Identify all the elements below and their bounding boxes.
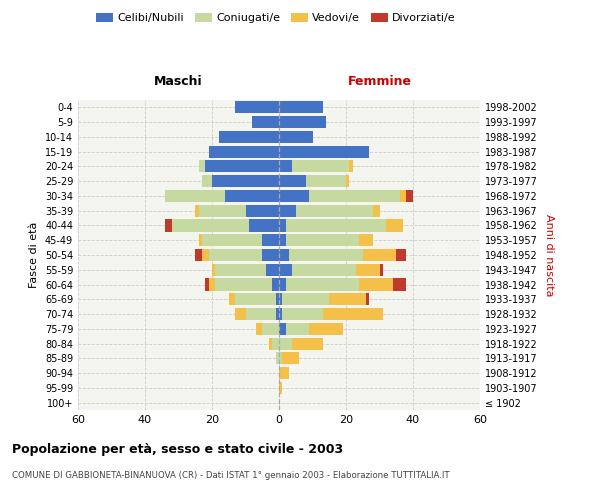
Bar — [212, 264, 215, 276]
Bar — [165, 220, 172, 232]
Bar — [269, 338, 272, 349]
Bar — [359, 234, 373, 246]
Bar — [165, 190, 226, 202]
Bar — [279, 160, 292, 172]
Bar — [279, 249, 289, 261]
Bar — [283, 308, 323, 320]
Bar — [279, 146, 370, 158]
Text: Femmine: Femmine — [347, 75, 412, 88]
Bar — [252, 116, 279, 128]
Bar — [279, 323, 286, 335]
Bar — [286, 323, 309, 335]
Bar — [256, 323, 262, 335]
Text: COMUNE DI GABBIONETA-BINANUOVA (CR) - Dati ISTAT 1° gennaio 2003 - Elaborazione : COMUNE DI GABBIONETA-BINANUOVA (CR) - Da… — [12, 471, 449, 480]
Bar — [272, 338, 279, 349]
Bar — [279, 308, 283, 320]
Bar — [249, 220, 279, 232]
Bar — [229, 293, 235, 306]
Bar — [279, 234, 286, 246]
Bar — [202, 249, 209, 261]
Bar — [199, 204, 245, 217]
Bar — [309, 190, 400, 202]
Bar — [373, 204, 380, 217]
Bar — [262, 234, 279, 246]
Bar — [359, 278, 393, 290]
Text: Popolazione per età, sesso e stato civile - 2003: Popolazione per età, sesso e stato civil… — [12, 442, 343, 456]
Bar — [279, 382, 283, 394]
Bar — [296, 204, 373, 217]
Bar — [199, 160, 205, 172]
Bar — [279, 131, 313, 143]
Bar — [380, 264, 383, 276]
Bar — [286, 220, 386, 232]
Bar — [275, 308, 279, 320]
Bar — [279, 367, 289, 379]
Bar — [209, 278, 215, 290]
Bar — [349, 160, 353, 172]
Bar — [292, 264, 356, 276]
Bar — [235, 293, 275, 306]
Bar — [235, 308, 245, 320]
Bar — [275, 293, 279, 306]
Bar — [205, 278, 209, 290]
Bar — [262, 249, 279, 261]
Bar — [279, 264, 292, 276]
Bar — [272, 278, 279, 290]
Bar — [406, 190, 413, 202]
Bar — [202, 175, 212, 187]
Bar — [235, 102, 279, 114]
Bar — [275, 352, 279, 364]
Bar — [195, 204, 199, 217]
Bar — [205, 160, 279, 172]
Bar — [279, 220, 286, 232]
Bar — [215, 278, 272, 290]
Bar — [262, 323, 279, 335]
Bar — [266, 264, 279, 276]
Bar — [245, 204, 279, 217]
Bar — [279, 175, 306, 187]
Bar — [309, 323, 343, 335]
Bar — [199, 234, 202, 246]
Bar — [279, 116, 326, 128]
Bar — [209, 249, 262, 261]
Bar — [363, 249, 396, 261]
Y-axis label: Fasce di età: Fasce di età — [29, 222, 39, 288]
Bar — [218, 131, 279, 143]
Text: Maschi: Maschi — [154, 75, 203, 88]
Bar — [195, 249, 202, 261]
Bar — [245, 308, 275, 320]
Bar — [366, 293, 370, 306]
Bar — [226, 190, 279, 202]
Bar — [346, 175, 349, 187]
Bar — [279, 102, 323, 114]
Bar — [400, 190, 406, 202]
Y-axis label: Anni di nascita: Anni di nascita — [544, 214, 554, 296]
Bar — [329, 293, 366, 306]
Bar — [172, 220, 249, 232]
Bar — [283, 293, 329, 306]
Bar — [356, 264, 380, 276]
Bar — [286, 234, 359, 246]
Bar — [286, 278, 359, 290]
Bar — [209, 146, 279, 158]
Bar — [279, 278, 286, 290]
Bar — [202, 234, 262, 246]
Bar — [306, 175, 346, 187]
Bar — [279, 293, 283, 306]
Bar — [279, 204, 296, 217]
Bar — [279, 352, 283, 364]
Bar — [393, 278, 406, 290]
Bar — [396, 249, 406, 261]
Bar — [292, 160, 349, 172]
Bar — [292, 338, 323, 349]
Bar — [279, 190, 309, 202]
Bar — [386, 220, 403, 232]
Bar — [323, 308, 383, 320]
Bar — [283, 352, 299, 364]
Bar — [289, 249, 363, 261]
Bar — [212, 175, 279, 187]
Bar — [215, 264, 266, 276]
Legend: Celibi/Nubili, Coniugati/e, Vedovi/e, Divorziati/e: Celibi/Nubili, Coniugati/e, Vedovi/e, Di… — [92, 8, 460, 28]
Bar — [279, 338, 292, 349]
